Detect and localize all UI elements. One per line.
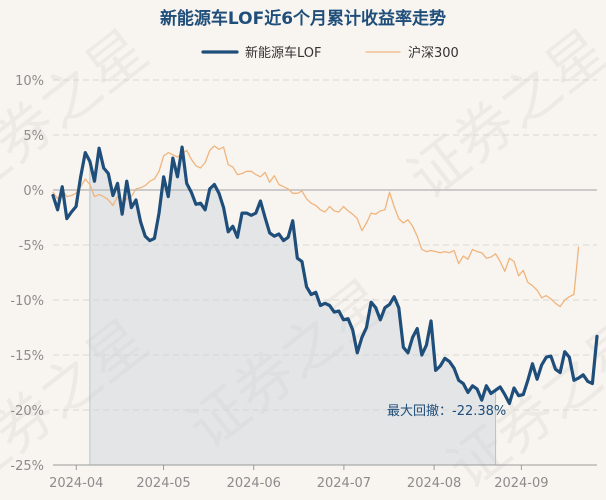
x-tick-label: 2024-09 [494, 476, 548, 491]
drawdown-area [89, 147, 496, 465]
y-tick-label: -15% [10, 349, 44, 364]
series-layer [51, 145, 599, 405]
y-tick-label: -5% [19, 239, 44, 254]
chart-title: 新能源车LOF近6个月累计收益率走势 [160, 8, 446, 29]
y-tick-label: 5% [23, 129, 44, 144]
y-tick-label: -25% [10, 459, 44, 474]
legend-label: 新能源车LOF [245, 45, 322, 61]
x-tick-label: 2024-04 [49, 476, 103, 491]
drawdown-shade-layer [89, 147, 497, 465]
grid-layer [53, 79, 597, 411]
x-tick-label: 2024-08 [407, 476, 461, 491]
y-tick-label: 10% [15, 74, 44, 89]
x-tick-label: 2024-05 [136, 476, 190, 491]
y-tick-label: 0% [23, 184, 44, 199]
series-line-primary [51, 145, 599, 405]
text-layer: 10% 5% 0% -5% -10% -15% -20% -25% 2024-04 2024-05… [10, 8, 548, 491]
x-tick-label: 2024-06 [227, 476, 281, 491]
series-line-benchmark [52, 145, 580, 308]
max-drawdown-annotation: 最大回撤：-22.38% [387, 403, 506, 419]
axes-layer [53, 464, 597, 470]
y-tick-label: -10% [10, 294, 44, 309]
legend-label: 沪深300 [408, 45, 459, 61]
y-tick-label: -20% [10, 404, 44, 419]
x-tick-label: 2024-07 [317, 476, 371, 491]
